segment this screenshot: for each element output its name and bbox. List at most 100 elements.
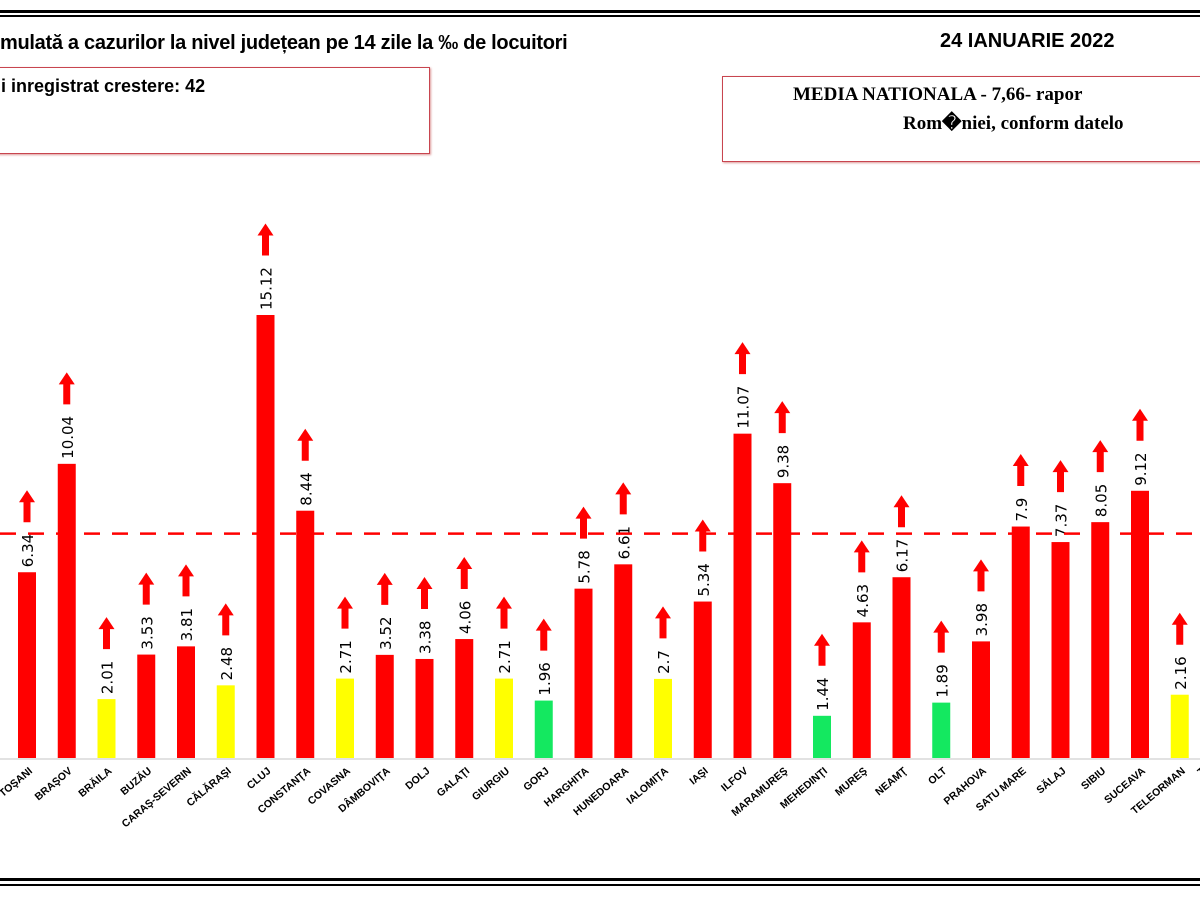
- category-label: GALAŢI: [435, 765, 473, 799]
- bar: [892, 577, 911, 758]
- bottom-border: [0, 884, 1200, 886]
- increase-count-box: i inregistrat crestere: 42: [0, 67, 430, 154]
- increase-count-text: i inregistrat crestere: 42: [1, 76, 206, 96]
- up-arrow-icon: [933, 620, 950, 653]
- category-label: SĂLAJ: [1034, 764, 1069, 796]
- category-label: MUREŞ: [833, 765, 870, 799]
- category-label: CARAŞ-SEVERIN: [120, 765, 194, 830]
- bar: [733, 433, 752, 758]
- up-arrow-icon: [853, 540, 870, 573]
- category-label: NEAMŢ: [873, 765, 910, 799]
- value-label: 6.34: [19, 534, 37, 567]
- category-label: GIURGIU: [470, 765, 512, 803]
- bar: [455, 639, 474, 758]
- national-average-box: MEDIA NATIONALA - 7,66- rapor Rom�niei, …: [722, 76, 1200, 162]
- value-label: 1.44: [814, 677, 832, 710]
- up-arrow-icon: [376, 572, 393, 605]
- up-arrow-icon: [1092, 440, 1109, 473]
- value-label: 2.7: [655, 650, 673, 674]
- up-arrow-icon: [178, 564, 194, 597]
- value-label: 3.52: [377, 616, 395, 649]
- value-label: 9.12: [1132, 452, 1150, 485]
- bar: [336, 678, 354, 758]
- value-label: 11.07: [735, 386, 753, 429]
- up-arrow-icon: [217, 603, 234, 636]
- bar: [415, 658, 434, 758]
- up-arrow-icon: [337, 596, 353, 629]
- up-arrow-icon: [893, 495, 910, 528]
- up-arrow-icon: [814, 633, 830, 666]
- bar: [574, 588, 593, 758]
- value-label: 2.16: [1172, 656, 1190, 689]
- category-label: BUZĂU: [118, 764, 155, 798]
- bar: [256, 315, 275, 758]
- value-label: 8.05: [1092, 484, 1110, 517]
- up-arrow-icon: [1012, 454, 1029, 487]
- category-label: ILFOV: [719, 765, 750, 794]
- value-label: 3.81: [178, 608, 196, 641]
- up-arrow-icon: [456, 557, 473, 590]
- bar: [534, 700, 553, 758]
- bar: [296, 510, 315, 758]
- up-arrow-icon: [1052, 460, 1069, 493]
- category-label: GORJ: [521, 765, 552, 793]
- up-arrow-icon: [138, 572, 155, 605]
- up-arrow-icon: [19, 490, 35, 523]
- value-label: 6.61: [615, 526, 633, 559]
- bar: [693, 601, 712, 758]
- category-label: TOŞANI: [0, 765, 35, 800]
- up-arrow-icon: [58, 372, 75, 405]
- value-label: 7.9: [1013, 498, 1031, 522]
- bar: [1091, 522, 1110, 758]
- top-border: [0, 10, 1200, 13]
- value-label: 10.04: [59, 416, 77, 459]
- value-label: 3.98: [973, 603, 991, 636]
- up-arrow-icon: [297, 428, 314, 461]
- category-label: OLT: [926, 765, 950, 788]
- category-label: BRĂILA: [76, 764, 115, 800]
- up-arrow-icon: [973, 559, 989, 592]
- bar: [495, 678, 513, 758]
- value-label: 3.53: [138, 616, 156, 649]
- bottom-border: [0, 878, 1200, 881]
- up-arrow-icon: [1132, 408, 1148, 441]
- category-label: DOLJ: [403, 765, 432, 792]
- value-label: 5.34: [695, 563, 713, 596]
- value-label: 1.89: [933, 664, 951, 697]
- up-arrow-icon: [496, 596, 512, 629]
- bar: [1051, 542, 1070, 758]
- value-label: 1.96: [536, 662, 554, 695]
- bar: [972, 641, 990, 758]
- bar: [216, 685, 235, 758]
- up-arrow-icon: [535, 618, 552, 651]
- report-date: 24 IANUARIE 2022: [940, 30, 1115, 52]
- bar: [1170, 694, 1189, 758]
- value-label: 7.37: [1053, 504, 1071, 537]
- value-label: 2.48: [218, 647, 236, 680]
- value-label: 2.01: [99, 661, 117, 694]
- value-label: 6.17: [894, 539, 912, 572]
- value-label: 3.38: [417, 621, 435, 654]
- bar: [852, 622, 871, 758]
- value-label: 5.78: [576, 550, 594, 583]
- category-label: CLUJ: [245, 765, 274, 792]
- bar: [1131, 490, 1149, 758]
- category-label: IAŞI: [687, 765, 710, 787]
- category-label: IALOMIŢA: [624, 765, 671, 807]
- bar: [813, 715, 831, 758]
- category-label: SIBIU: [1079, 765, 1108, 792]
- bar: [1011, 526, 1030, 758]
- up-arrow-icon: [774, 401, 791, 434]
- up-arrow-icon: [615, 482, 632, 515]
- value-label: 4.63: [854, 584, 872, 617]
- bar: [97, 699, 116, 758]
- bar: [614, 564, 633, 758]
- up-arrow-icon: [1171, 612, 1188, 645]
- chart-title: mulată a cazurilor la nivel județean pe …: [0, 32, 568, 54]
- category-label: T: [1195, 765, 1200, 779]
- bar: [773, 483, 792, 758]
- national-average-source: Rom�niei, conform datelo: [903, 113, 1124, 134]
- up-arrow-icon: [655, 606, 671, 639]
- category-label: CĂLĂRAŞI: [184, 764, 234, 809]
